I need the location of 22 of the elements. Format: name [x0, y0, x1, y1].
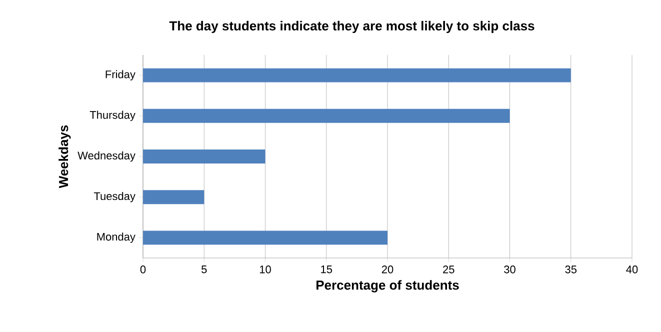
x-tick-label: 40 [626, 266, 638, 274]
x-tick-label: 5 [202, 266, 207, 274]
y-tick-label: Wednesday [78, 151, 136, 162]
bar [143, 108, 510, 123]
y-tick-label: Thursday [90, 110, 136, 122]
chart-title: The day students indicate they are most likely to skip class [169, 20, 534, 34]
x-tick-label: 35 [565, 266, 577, 274]
x-tick-label: 25 [443, 266, 454, 274]
y-tick-label: Monday [97, 232, 136, 243]
y-tick-label: Friday [106, 70, 136, 80]
x-tick-label: 10 [260, 266, 271, 274]
x-tick-label: 0 [140, 266, 146, 274]
x-tick-label: 20 [382, 266, 394, 274]
bar [143, 190, 204, 204]
x-tick-label: 30 [504, 266, 516, 274]
bar [143, 68, 571, 82]
x-tick-label: 15 [321, 266, 332, 274]
x-axis-title: Percentage of students [316, 280, 459, 292]
y-tick-label: Tuesday [94, 192, 136, 202]
bar [143, 150, 266, 164]
y-axis-title: Weekdays [58, 125, 71, 188]
bar [143, 230, 388, 245]
